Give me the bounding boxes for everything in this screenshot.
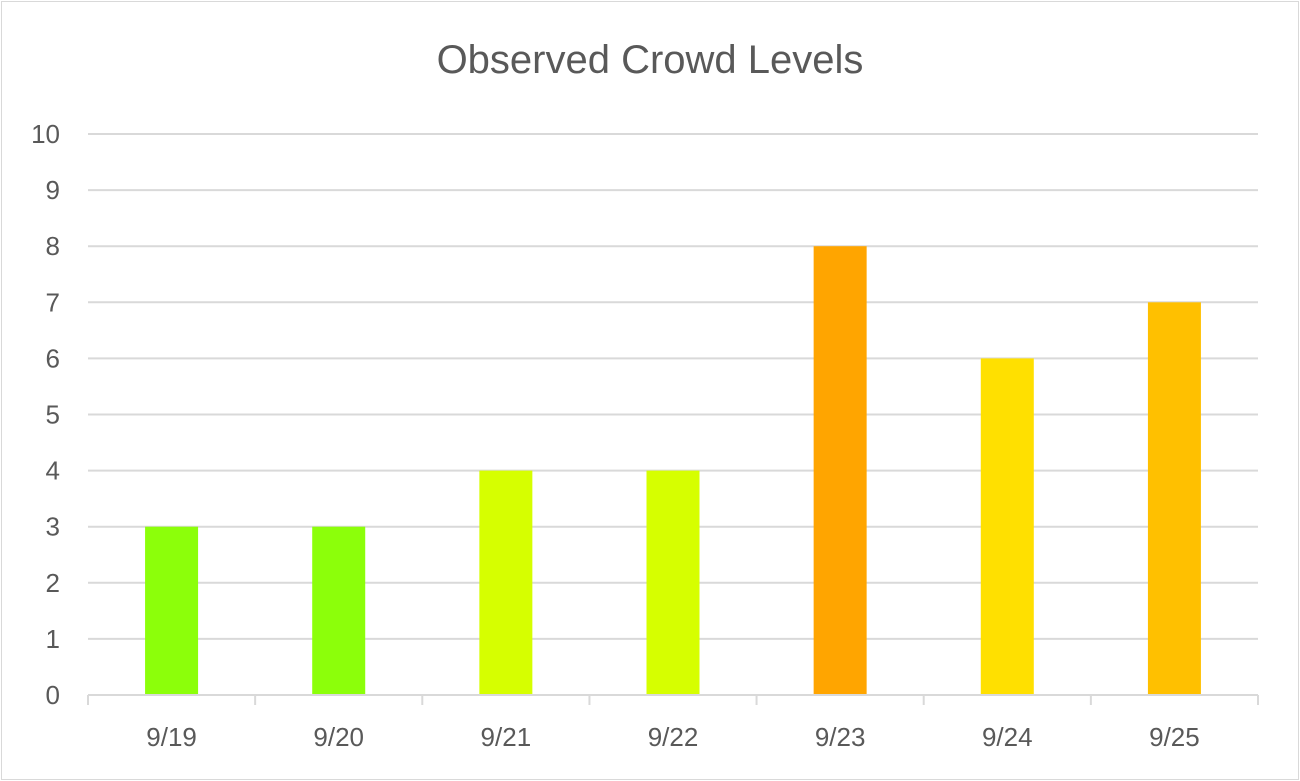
chart-title: Observed Crowd Levels	[436, 38, 864, 82]
x-tick-label: 9/21	[481, 722, 532, 752]
x-axis-tick-labels: 9/19 9/20 9/21 9/22 9/23 9/24 9/25	[146, 722, 1199, 752]
y-tick-label: 3	[46, 512, 60, 542]
y-tick-label: 5	[46, 400, 60, 430]
x-tick-label: 9/20	[313, 722, 364, 752]
bar-9-22	[646, 470, 700, 695]
bar-9-21	[479, 470, 533, 695]
bar-9-19	[145, 526, 199, 695]
bar-9-23	[813, 246, 867, 695]
y-tick-label: 7	[46, 287, 60, 317]
bar-9-20	[312, 526, 366, 695]
y-tick-label: 9	[46, 175, 60, 205]
y-tick-label: 2	[46, 568, 60, 598]
x-tick-label: 9/25	[1149, 722, 1200, 752]
y-tick-label: 8	[46, 231, 60, 261]
x-tick-label: 9/24	[982, 722, 1033, 752]
x-tick-label: 9/22	[648, 722, 699, 752]
x-tick-label: 9/19	[146, 722, 197, 752]
y-tick-label: 1	[46, 624, 60, 654]
bars	[145, 246, 1201, 695]
x-axis	[87, 694, 1259, 705]
x-tick-label: 9/23	[815, 722, 866, 752]
y-tick-label: 0	[46, 680, 60, 710]
y-tick-label: 4	[46, 456, 60, 486]
bar-9-25	[1147, 302, 1201, 695]
y-tick-label: 10	[31, 119, 60, 149]
y-axis-tick-labels: 0 1 2 3 4 5 6 7 8 9 10	[31, 119, 60, 710]
y-tick-label: 6	[46, 343, 60, 373]
bar-9-24	[980, 358, 1034, 695]
